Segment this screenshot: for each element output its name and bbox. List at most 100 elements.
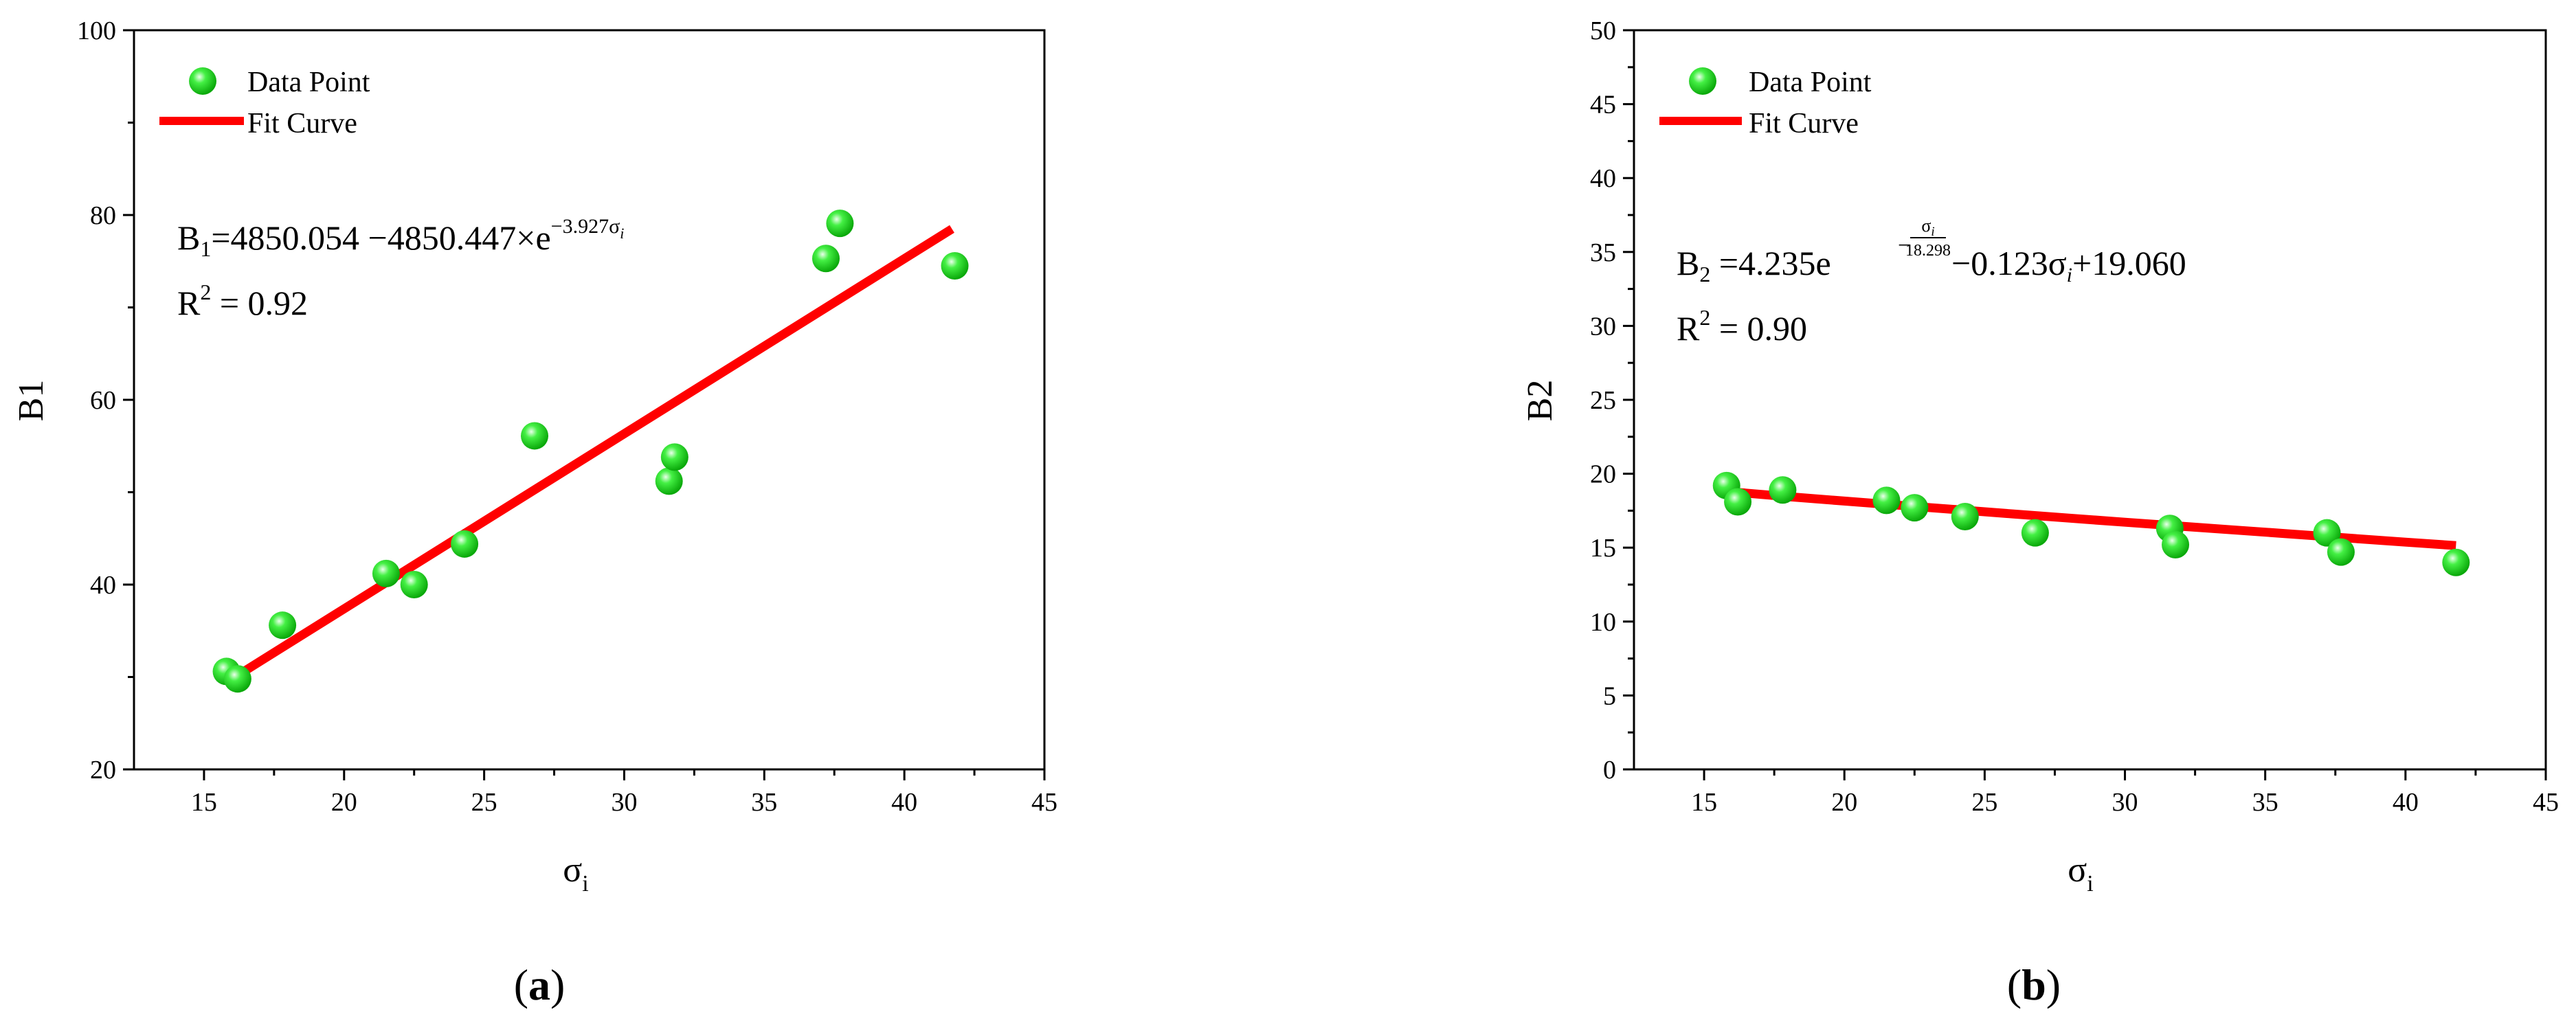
x-tick-label: 20 xyxy=(331,788,357,817)
x-tick-label: 25 xyxy=(471,788,497,817)
x-tick-label: 15 xyxy=(191,788,217,817)
data-point xyxy=(1901,494,1929,522)
equation-exponent: −3.927σ xyxy=(551,215,620,238)
exponent-fraction-num: σi xyxy=(1921,216,1934,239)
x-tick-label: 35 xyxy=(751,788,777,817)
x-tick-label: 30 xyxy=(2112,788,2138,817)
x-tick-label: 15 xyxy=(1691,788,1717,817)
chart-panel-a: 15 20 25 30 35 40 45 20 40 60 80 100 Data Point Fit… xyxy=(12,16,1057,1009)
x-tick-label: 20 xyxy=(1831,788,1857,817)
plot-frame xyxy=(1633,29,2547,771)
legend-a: Data Point Fit Curve xyxy=(159,67,370,139)
y-axis-title-a: B1 xyxy=(12,380,51,422)
data-point xyxy=(1724,488,1752,516)
data-point xyxy=(451,530,479,558)
equation-lhs: B xyxy=(1677,244,1699,282)
equation-lhs-sub: 1 xyxy=(200,236,211,261)
tick-labels-b: 15 20 25 30 35 40 45 0 5 10 15 20 25 30 35 40 45 50 xyxy=(1590,16,2559,817)
data-point xyxy=(655,467,683,495)
legend-point-marker xyxy=(1689,67,1716,95)
axes-b xyxy=(1623,29,2547,780)
legend-label-data-point: Data Point xyxy=(247,67,370,98)
equation-rhs-b: −0.123σ xyxy=(1951,244,2067,282)
data-point xyxy=(2162,530,2190,558)
equation-exponent-sub: i xyxy=(620,225,624,242)
y-tick-label: 25 xyxy=(1590,386,1616,415)
y-tick-label: 80 xyxy=(90,201,116,230)
r-squared-label: R xyxy=(1677,309,1700,348)
panel-label-a: (a) xyxy=(514,960,565,1009)
fit-curve-line xyxy=(1732,487,2456,550)
y-tick-label: 15 xyxy=(1590,534,1616,563)
x-tick-label: 45 xyxy=(2533,788,2559,817)
tick-labels-a: 15 20 25 30 35 40 45 20 40 60 80 100 xyxy=(77,16,1057,817)
y-tick-label: 100 xyxy=(77,16,116,45)
y-tick-label: 30 xyxy=(1590,312,1616,341)
svg-text:R2 = 0.90: R2 = 0.90 xyxy=(1677,305,1807,348)
equation-a: B1=4850.054 −4850.447×e−3.927σi R2 = 0.9… xyxy=(177,215,624,322)
data-point xyxy=(372,559,400,587)
equation-rhs: =4850.054 −4850.447×e xyxy=(211,218,550,257)
legend-label-data-point: Data Point xyxy=(1749,67,1872,98)
panel-label-b: (b) xyxy=(2007,960,2061,1009)
y-tick-label: 60 xyxy=(90,386,116,415)
data-point xyxy=(660,443,688,471)
svg-text:R2 = 0.92: R2 = 0.92 xyxy=(177,280,308,322)
chart-panel-b: 15 20 25 30 35 40 45 0 5 10 15 20 25 30 35 40 45 50 Data … xyxy=(1521,16,2559,1009)
data-point xyxy=(521,422,548,450)
data-point xyxy=(2021,519,2049,547)
y-tick-label: 40 xyxy=(1590,164,1616,193)
data-point xyxy=(826,210,854,238)
data-point xyxy=(941,251,969,280)
x-axis-title-a: σi xyxy=(563,850,588,896)
x-tick-label: 40 xyxy=(891,788,917,817)
y-tick-label: 40 xyxy=(90,571,116,600)
equation-lhs: B xyxy=(177,218,200,257)
legend-point-marker xyxy=(189,67,216,95)
r-squared-sup: 2 xyxy=(200,280,211,304)
equation-rhs-b-sub: i xyxy=(2067,264,2072,286)
data-point xyxy=(2327,538,2355,566)
fit-curve-line xyxy=(229,225,954,683)
equation-rhs-a: =4.235e xyxy=(1710,244,1830,282)
svg-text:B1=4850.054 −4850.447×e−3.927: B1=4850.054 −4850.447×e−3.927σi xyxy=(177,215,624,261)
y-axis-title-b: B2 xyxy=(1521,380,1560,422)
r-squared-value: = 0.90 xyxy=(1710,309,1807,348)
exponent-fraction-den: 18.298 xyxy=(1905,242,1951,260)
fit-curve-b xyxy=(1732,487,2456,550)
x-tick-label: 25 xyxy=(1971,788,1997,817)
equation-rhs-c: +19.060 xyxy=(2072,244,2186,282)
data-point xyxy=(1769,476,1797,504)
fit-curve-a xyxy=(229,225,954,683)
data-point xyxy=(400,571,428,598)
x-tick-label: 30 xyxy=(611,788,637,817)
x-tick-label: 45 xyxy=(1031,788,1057,817)
legend-label-fit-curve: Fit Curve xyxy=(247,108,357,139)
r-squared-label: R xyxy=(177,284,201,322)
data-points-b xyxy=(1712,471,2470,576)
legend-b: Data Point Fit Curve xyxy=(1659,67,1872,139)
y-tick-label: 0 xyxy=(1603,756,1616,785)
equation-b: B2 =4.235e − σi 18.298 −0.123σi+19.060 R… xyxy=(1677,216,2186,348)
data-point xyxy=(812,245,840,273)
data-point xyxy=(2313,519,2341,547)
r-squared-value: = 0.92 xyxy=(211,284,308,322)
data-points-a xyxy=(212,210,969,693)
svg-text:−0.123σi+19.060: −0.123σi+19.060 xyxy=(1951,244,2186,286)
y-tick-label: 50 xyxy=(1590,16,1616,45)
x-axis-title-b: σi xyxy=(2068,850,2093,896)
r-squared-sup: 2 xyxy=(1699,305,1710,330)
data-point xyxy=(1872,486,1901,515)
x-tick-label: 40 xyxy=(2393,788,2419,817)
x-tick-label: 35 xyxy=(2252,788,2278,817)
exponent-minus: − xyxy=(1898,233,1911,258)
axes-a xyxy=(123,29,1046,780)
svg-text:B2 =4.235e: B2 =4.235e xyxy=(1677,244,1831,286)
legend-label-fit-curve: Fit Curve xyxy=(1749,108,1859,139)
y-tick-label: 20 xyxy=(1590,460,1616,489)
data-point xyxy=(269,611,297,640)
y-tick-label: 20 xyxy=(90,756,116,785)
y-tick-label: 5 xyxy=(1603,681,1616,710)
data-point xyxy=(2442,548,2470,576)
